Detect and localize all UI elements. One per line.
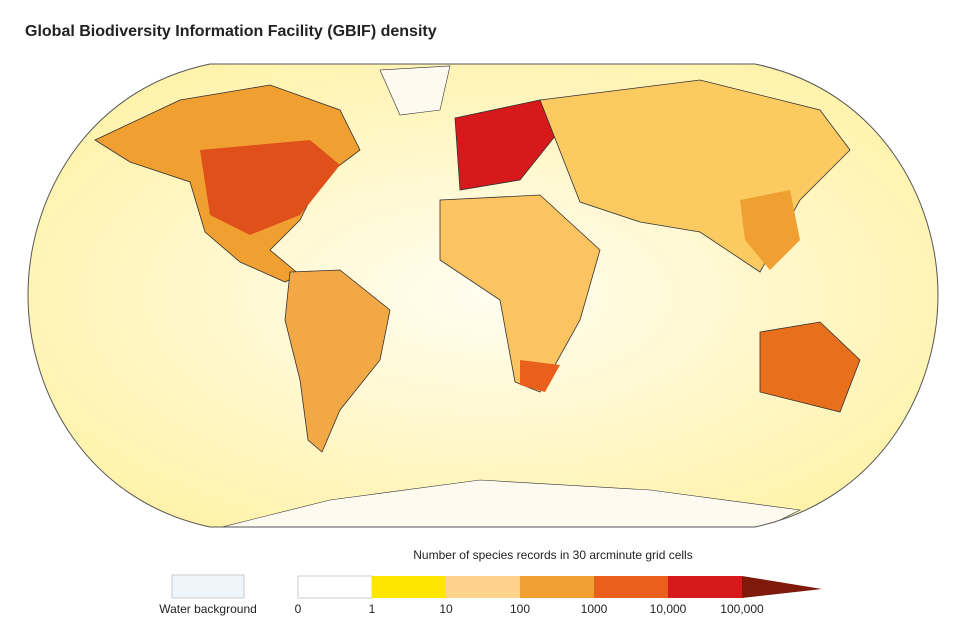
legend-title: Number of species records in 30 arcminut… xyxy=(413,548,692,562)
south-africa-dense xyxy=(520,360,560,392)
water-label: Water background xyxy=(159,602,257,616)
scale-tick-label: 10,000 xyxy=(650,602,687,616)
australia xyxy=(759,321,861,413)
scale-arrow xyxy=(742,576,822,598)
scale-tick-label: 10 xyxy=(439,602,453,616)
greenland xyxy=(379,65,451,116)
scale-tick-label: 100,000 xyxy=(720,602,764,616)
africa xyxy=(439,194,601,393)
scale-bin xyxy=(594,576,668,598)
scale-bin xyxy=(520,576,594,598)
south-america xyxy=(284,269,391,453)
north-america-dense xyxy=(200,140,340,235)
map-outline xyxy=(27,63,939,528)
east-asia-dense xyxy=(740,190,800,270)
scale-bin xyxy=(446,576,520,598)
color-scale: 0 1 10 100 1000 10,000 100,000 xyxy=(295,575,822,616)
water-swatch xyxy=(171,574,245,599)
scale-tick-label: 1 xyxy=(369,602,376,616)
europe xyxy=(454,99,561,191)
scale-bin xyxy=(372,576,446,598)
scale-tick-label: 1000 xyxy=(581,602,608,616)
map xyxy=(28,64,938,527)
title: Global Biodiversity Information Facility… xyxy=(25,23,437,40)
scale-tick-label: 0 xyxy=(295,602,302,616)
scale-bin xyxy=(297,575,373,599)
scale-bin xyxy=(668,576,742,598)
scale-tick-label: 100 xyxy=(510,602,530,616)
antarctica xyxy=(209,479,802,527)
